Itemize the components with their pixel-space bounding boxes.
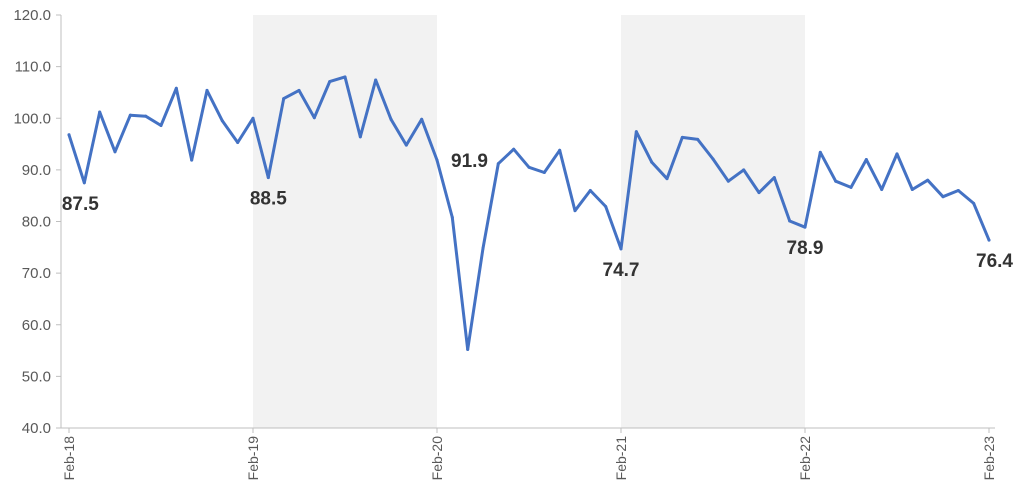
data-point [558, 148, 562, 152]
data-point [297, 88, 301, 92]
data-point [941, 195, 945, 199]
data-point [788, 219, 792, 223]
y-tick-label: 60.0 [22, 317, 51, 334]
y-tick-label: 80.0 [22, 214, 51, 231]
data-point [389, 117, 393, 121]
data-point [512, 147, 516, 151]
data-point [190, 158, 194, 162]
data-point [880, 187, 884, 191]
data-point [650, 160, 654, 164]
data-labels: 87.5 88.5 91.9 74.7 78.9 76.4 [62, 151, 1014, 281]
y-tick-label: 100.0 [13, 110, 51, 127]
series-line [67, 75, 991, 351]
data-point [466, 348, 470, 352]
data-point [849, 185, 853, 189]
data-point [818, 150, 822, 154]
data-point [113, 150, 117, 154]
data-label: 91.9 [451, 151, 488, 172]
data-point [404, 143, 408, 147]
data-point [711, 157, 715, 161]
data-point [573, 209, 577, 213]
x-tick-label: Feb-21 [613, 436, 629, 481]
data-point [834, 179, 838, 183]
data-point [696, 137, 700, 141]
data-point [266, 176, 270, 180]
data-point [420, 117, 424, 121]
data-label: 78.9 [787, 238, 824, 259]
data-point [803, 225, 807, 229]
y-tick-label: 50.0 [22, 368, 51, 385]
data-point [435, 158, 439, 162]
data-point [205, 88, 209, 92]
y-tick-label: 120.0 [13, 7, 51, 24]
y-tick-label: 40.0 [22, 420, 51, 437]
data-point [987, 238, 991, 242]
data-point [144, 114, 148, 118]
data-point [282, 97, 286, 101]
data-point [67, 133, 71, 137]
data-point [328, 80, 332, 84]
data-point [956, 189, 960, 193]
data-point [726, 179, 730, 183]
data-point [864, 158, 868, 162]
data-point [772, 176, 776, 180]
data-point [159, 123, 163, 127]
x-tick-label: Feb-20 [429, 436, 445, 481]
x-tick-label: Feb-22 [797, 436, 813, 481]
data-point [358, 135, 362, 139]
data-point [343, 75, 347, 79]
data-point [680, 135, 684, 139]
data-point [665, 177, 669, 181]
data-label: 88.5 [250, 189, 287, 210]
x-tick-label: Feb-19 [245, 436, 261, 481]
data-label: 76.4 [976, 251, 1013, 272]
series-layer [67, 75, 991, 352]
data-point [527, 165, 531, 169]
data-point [128, 113, 132, 117]
data-point [98, 110, 102, 114]
data-point [496, 162, 500, 166]
data-point [82, 181, 86, 185]
data-point [450, 215, 454, 219]
x-tick-label: Feb-18 [61, 436, 77, 481]
data-label: 74.7 [603, 260, 640, 281]
data-point [374, 78, 378, 82]
data-point [220, 119, 224, 123]
data-point [926, 178, 930, 182]
data-point [742, 168, 746, 172]
data-point [910, 187, 914, 191]
shaded-periods [253, 15, 805, 428]
data-point [481, 246, 485, 250]
data-point [895, 152, 899, 156]
shaded-period-1 [621, 15, 805, 428]
x-tick-label: Feb-23 [981, 436, 997, 481]
data-point [174, 86, 178, 90]
data-point [251, 116, 255, 120]
data-point [604, 205, 608, 209]
data-point [619, 247, 623, 251]
data-label: 87.5 [62, 194, 99, 215]
data-point [972, 201, 976, 205]
y-tick-label: 70.0 [22, 265, 51, 282]
data-point [312, 116, 316, 120]
data-point [588, 189, 592, 193]
y-axis: 40.0 50.0 60.0 70.0 80.0 90.0 100.0 110.0 120.0 [13, 7, 62, 437]
data-point [542, 170, 546, 174]
data-point [757, 191, 761, 195]
y-tick-label: 110.0 [15, 59, 51, 76]
data-point [634, 130, 638, 134]
y-tick-label: 90.0 [22, 162, 51, 179]
x-axis: Feb-18 Feb-19 Feb-20 Feb-21 Feb-22 Feb-23 [61, 427, 997, 481]
data-point [236, 141, 240, 145]
shaded-period-0 [253, 15, 437, 428]
